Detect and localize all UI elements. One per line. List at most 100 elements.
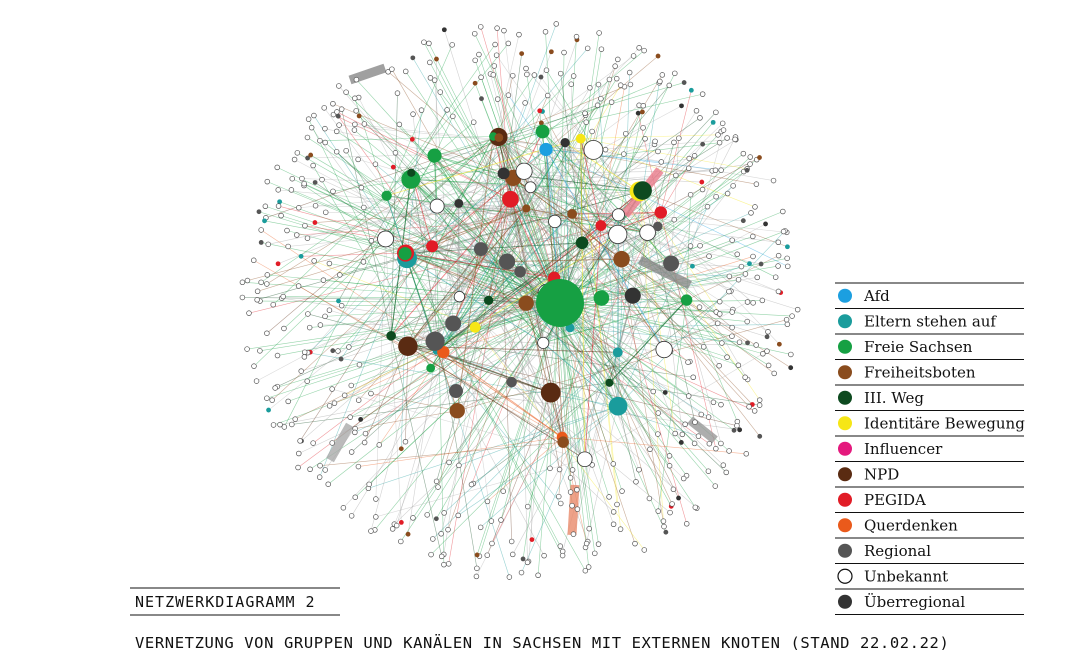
edge [498, 84, 631, 138]
node [393, 522, 400, 529]
node [713, 193, 719, 200]
node [329, 386, 335, 392]
node [726, 288, 732, 295]
edge [559, 239, 733, 304]
node [756, 397, 763, 403]
node [764, 348, 770, 354]
edge [354, 327, 571, 433]
node [289, 421, 295, 428]
node [617, 82, 624, 88]
node [308, 152, 314, 158]
edge [480, 248, 563, 438]
node [573, 33, 580, 40]
edge [386, 44, 453, 196]
node [691, 440, 698, 447]
node [641, 547, 648, 553]
node [488, 518, 495, 524]
node [361, 121, 368, 127]
node [587, 85, 593, 91]
edge [426, 302, 561, 515]
node [476, 51, 482, 58]
node [331, 400, 338, 406]
edge [277, 173, 504, 265]
node [338, 356, 344, 362]
edge [491, 212, 662, 544]
node [519, 51, 525, 57]
edge [657, 226, 683, 435]
node [470, 119, 477, 125]
edge [455, 390, 545, 556]
node [756, 402, 763, 408]
node [770, 177, 777, 184]
node [692, 419, 698, 425]
edge [571, 66, 616, 215]
node [729, 333, 735, 339]
edge [385, 190, 643, 240]
node [297, 438, 303, 444]
edge [340, 257, 408, 360]
edge [295, 302, 527, 420]
node [544, 92, 551, 99]
node [396, 121, 403, 128]
hub-node [537, 336, 550, 349]
edge [355, 410, 458, 429]
node [538, 120, 544, 126]
edge [288, 302, 561, 402]
edge [351, 302, 561, 386]
node [646, 495, 653, 502]
edge [390, 136, 494, 337]
node [655, 431, 661, 437]
node [366, 481, 372, 488]
node [583, 119, 589, 125]
hub-node [502, 190, 519, 208]
edge [404, 253, 563, 556]
edge [488, 149, 594, 301]
legend-label: NPD [864, 465, 899, 483]
hub-node [449, 384, 463, 399]
node [567, 489, 574, 495]
hub-node [514, 266, 526, 278]
edge [617, 234, 769, 333]
node [750, 300, 756, 306]
network [239, 21, 801, 580]
node [685, 393, 692, 399]
node [441, 510, 447, 516]
edge [580, 134, 718, 139]
node [598, 95, 604, 102]
node [281, 325, 287, 332]
node [681, 80, 687, 85]
edge [431, 246, 710, 444]
edge [407, 208, 527, 347]
edge [546, 70, 687, 301]
hub-node [536, 279, 584, 327]
hub-node [557, 436, 569, 448]
edge [530, 186, 556, 222]
legend-swatch [838, 467, 852, 482]
node [373, 514, 379, 520]
edge [527, 297, 602, 507]
legend-label: Freiheitsboten [864, 363, 976, 381]
hub-node [575, 133, 586, 144]
edge [559, 245, 701, 304]
node [598, 46, 605, 52]
edge [559, 302, 589, 568]
node [690, 374, 696, 381]
edge [559, 73, 676, 304]
node [304, 134, 311, 141]
node [394, 90, 401, 96]
node [529, 537, 535, 543]
node [705, 414, 712, 420]
edge [434, 82, 685, 156]
edge [559, 302, 573, 506]
node [335, 348, 341, 354]
node [472, 80, 478, 86]
edge [354, 129, 561, 304]
edge [405, 214, 619, 254]
node [509, 551, 516, 558]
node [274, 164, 280, 171]
legend-swatch [838, 288, 852, 303]
legend-swatch [838, 390, 852, 405]
node [301, 349, 308, 355]
node [351, 127, 358, 133]
node [492, 41, 498, 48]
